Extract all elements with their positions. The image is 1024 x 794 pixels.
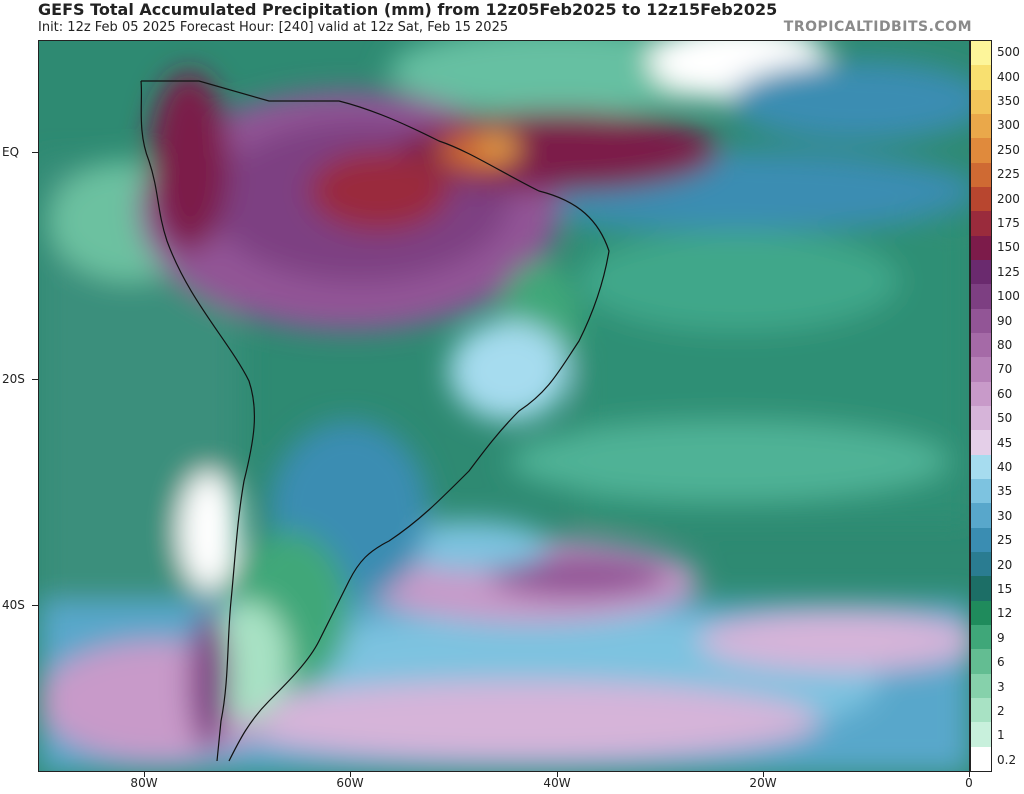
colorbar-label: 15 [997,582,1013,596]
colorbar-swatch [971,357,991,382]
lat-label-eq: EQ [2,145,20,159]
colorbar-swatch [971,333,991,358]
colorbar-swatch [971,625,991,650]
colorbar-swatch [971,89,991,115]
colorbar-label: 1 [997,728,1005,743]
lon-tick [144,772,145,777]
lon-label-40w: 40W [543,776,571,790]
colorbar-label: 40 [997,460,1013,474]
lat-label-40s: 40S [2,598,25,612]
colorbar-swatch [971,430,991,455]
colorbar-label: 125 [997,264,1020,279]
colorbar-swatch [971,138,991,163]
colorbar-label: 0.2 [997,752,1017,767]
colorbar-label: 20 [997,557,1013,572]
colorbar-label: 70 [997,362,1013,377]
lon-tick [969,772,970,777]
colorbar-swatch [971,673,991,699]
lon-tick [350,772,351,777]
colorbar-swatch [971,479,991,504]
colorbar-swatch [971,552,991,577]
colorbar-label: 80 [997,338,1013,352]
colorbar-swatch [971,576,991,601]
colorbar-label: 175 [997,216,1020,230]
lon-label-0: 0 [965,776,973,790]
colorbar-label: 90 [997,313,1013,328]
colorbar-swatch [971,235,991,261]
precip-colorbar [970,40,992,772]
colorbar-swatch [971,381,991,407]
colorbar-swatch [971,308,991,334]
lat-label-20s: 20S [2,372,25,386]
colorbar-swatch [971,649,991,674]
colorbar-label: 50 [997,411,1013,426]
colorbar-swatch [971,187,991,212]
colorbar-label: 35 [997,484,1013,499]
colorbar-label: 3 [997,679,1005,694]
lon-label-80w: 80W [130,776,158,790]
map-title: GEFS Total Accumulated Precipitation (mm… [38,0,778,19]
colorbar-swatch [971,722,991,747]
colorbar-swatch [971,600,991,626]
colorbar-label: 200 [997,191,1020,206]
colorbar-label: 500 [997,45,1020,60]
colorbar-label: 250 [997,142,1020,157]
colorbar-label: 9 [997,630,1005,645]
colorbar-swatch [971,114,991,139]
colorbar-label: 12 [997,606,1013,621]
lon-label-60w: 60W [336,776,364,790]
colorbar-swatch [971,260,991,285]
colorbar-swatch [971,406,991,431]
site-brand: TROPICALTIDBITS.COM [783,19,972,35]
colorbar-label: 6 [997,655,1005,670]
colorbar-swatch [971,746,991,771]
lon-tick [763,772,764,777]
colorbar-label: 225 [997,167,1020,182]
colorbar-label: 350 [997,94,1020,108]
colorbar-label: 25 [997,533,1013,548]
precip-field [39,41,969,771]
colorbar-swatch [971,527,991,553]
lon-tick [557,772,558,777]
lat-tick [32,152,38,153]
lat-tick [32,379,38,380]
colorbar-label: 400 [997,69,1020,84]
colorbar-label: 45 [997,435,1013,450]
colorbar-swatch [971,41,991,66]
colorbar-swatch [971,211,991,236]
colorbar-label: 150 [997,240,1020,255]
lon-label-20w: 20W [749,776,777,790]
colorbar-label: 2 [997,704,1005,718]
precipitation-map [38,40,970,772]
colorbar-swatch [971,65,991,90]
lat-tick [32,605,38,606]
colorbar-label: 100 [997,289,1020,304]
colorbar-swatch [971,698,991,723]
colorbar-swatch [971,284,991,309]
colorbar-swatch [971,454,991,480]
colorbar-swatch [971,503,991,528]
coastline-outline [140,80,610,762]
colorbar-swatch [971,162,991,188]
colorbar-label: 30 [997,508,1013,523]
colorbar-label: 60 [997,386,1013,401]
map-subtitle: Init: 12z Feb 05 2025 Forecast Hour: [24… [38,20,509,35]
colorbar-label: 300 [997,118,1020,133]
